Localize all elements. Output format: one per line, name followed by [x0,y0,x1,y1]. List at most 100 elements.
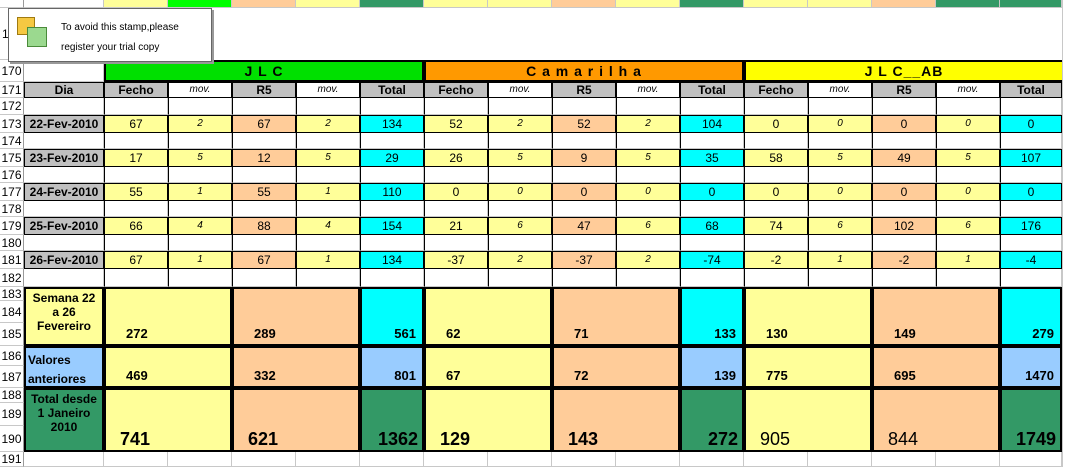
cell [1062,0,1090,467]
stamp-line-2: register your trial copy [61,42,160,53]
value-cell: 55 [104,183,168,201]
total-value: 129 [424,388,552,452]
cell [872,98,936,115]
cell [872,269,936,287]
cell [24,235,104,251]
total-value: 1749 [1000,388,1062,452]
value-cell: 6 [936,217,1000,235]
semana-label: Semana 22 a 26 Fevereiro [24,287,104,346]
cell [936,0,1000,8]
value-cell: 5 [936,149,1000,167]
header-r5: R5 [232,82,296,98]
value-cell: 0 [936,183,1000,201]
cell [872,235,936,251]
cell [168,235,232,251]
cell [744,98,808,115]
value-cell: 5 [488,149,552,167]
cell [744,235,808,251]
value-cell: 2 [168,115,232,133]
value-cell: -4 [1000,251,1062,269]
cell [168,0,232,8]
cell [168,452,232,467]
cell [424,269,488,287]
value-cell: 134 [360,115,424,133]
semana-value: 289 [232,287,360,346]
anteriores-value: 1470 [1000,346,1062,388]
cell [424,201,488,217]
cell [808,201,872,217]
semana-value: 62 [424,287,552,346]
cell [104,133,168,149]
row-header: 178 [0,201,24,217]
header-fecho: Fecho [104,82,168,98]
value-cell: 67 [104,115,168,133]
value-cell: 35 [680,149,744,167]
cell [616,452,680,467]
header-mov: mov. [616,82,680,98]
row-header: 170 [0,60,24,82]
date-cell: 24-Fev-2010 [24,183,104,201]
cell [488,452,552,467]
total-value: 272 [680,388,744,452]
cell [936,269,1000,287]
cell [104,201,168,217]
cell [552,201,616,217]
cell [360,0,424,8]
cell [1000,98,1062,115]
value-cell: -2 [744,251,808,269]
cell [616,201,680,217]
total-value: 621 [232,388,360,452]
row-header: 173 [0,115,24,133]
value-cell: 0 [1000,115,1062,133]
cell [552,235,616,251]
value-cell: 26 [424,149,488,167]
row-header [0,0,24,8]
cell [552,133,616,149]
cell [552,0,616,8]
value-cell: 67 [232,251,296,269]
cell [168,201,232,217]
value-cell: 55 [232,183,296,201]
cell [104,167,168,183]
header-mov: mov. [488,82,552,98]
anteriores-value: 139 [680,346,744,388]
header-total: Total [1000,82,1062,98]
value-cell: 0 [616,183,680,201]
value-cell: 52 [552,115,616,133]
row-header: 179 [0,217,24,235]
total-value: 143 [552,388,680,452]
row-header: 181 [0,251,24,269]
cell [744,452,808,467]
total-label: Total desde 1 Janeiro 2010 [24,388,104,452]
cell [488,98,552,115]
cell [808,269,872,287]
value-cell: 5 [296,149,360,167]
cell [744,201,808,217]
date-cell: 26-Fev-2010 [24,251,104,269]
cell [808,98,872,115]
cell [296,269,360,287]
value-cell: 2 [616,115,680,133]
value-cell: 5 [616,149,680,167]
cell [552,452,616,467]
cell [1000,452,1062,467]
cell [744,0,808,8]
value-cell: 110 [360,183,424,201]
cell [808,167,872,183]
value-cell: 67 [232,115,296,133]
header-dia: Dia [24,82,104,98]
header-mov: mov. [168,82,232,98]
row-header: 191 [0,452,24,467]
value-cell: 2 [488,251,552,269]
value-cell: 104 [680,115,744,133]
header-mov: mov. [296,82,360,98]
cell [296,0,360,8]
cell [936,201,1000,217]
cell [488,167,552,183]
value-cell: 0 [424,183,488,201]
value-cell: 0 [872,115,936,133]
value-cell: 74 [744,217,808,235]
cell [168,167,232,183]
semana-value: 133 [680,287,744,346]
cell [936,98,1000,115]
